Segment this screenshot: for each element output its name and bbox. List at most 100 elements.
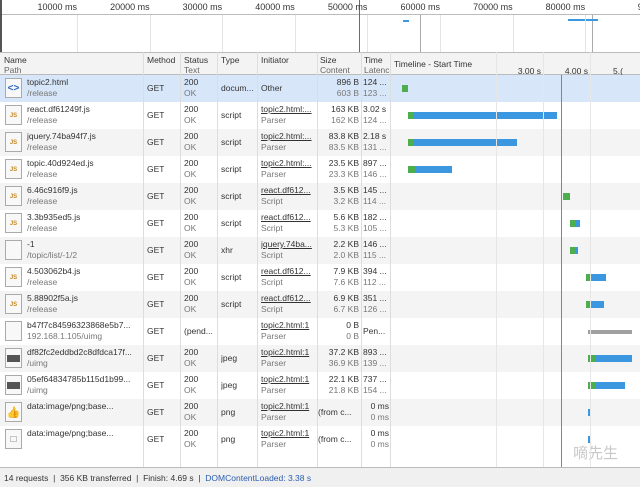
- file-js-icon: JS: [5, 267, 22, 287]
- request-content-size: 23.3 KB: [328, 169, 359, 179]
- request-content-size: 162 KB: [331, 115, 359, 125]
- request-initiator-type: Script: [261, 223, 283, 233]
- table-row[interactable]: b47f7c84596323868e5b7... 192.168.1.105/ui…: [0, 318, 640, 345]
- request-status-text: OK: [184, 304, 197, 314]
- request-initiator-type: Parser: [261, 439, 287, 449]
- table-row[interactable]: JS 4.503062b4.js/release GET 200 OK scrip…: [0, 264, 640, 291]
- timeline-bar[interactable]: [570, 247, 579, 254]
- request-latency: 0 ms: [370, 439, 389, 449]
- request-initiator[interactable]: topic2.html:...: [261, 158, 312, 168]
- request-initiator[interactable]: topic2.html:...: [261, 104, 312, 114]
- header-label: Method: [147, 55, 176, 65]
- request-type: png: [221, 434, 236, 444]
- waiting-segment: [586, 301, 593, 308]
- header-sublabel: Path: [4, 65, 22, 75]
- file-js-icon: JS: [5, 132, 22, 152]
- timeline-bar[interactable]: [402, 85, 408, 92]
- timeline-bar[interactable]: [408, 166, 452, 173]
- timeline-bar[interactable]: [588, 382, 625, 389]
- request-name: jquery.74ba94f7.js: [27, 131, 96, 141]
- timeline-bar[interactable]: [586, 274, 606, 281]
- table-row[interactable]: JS 6.46c916f9.js/release GET 200 OK scrip…: [0, 183, 640, 210]
- request-initiator: Other: [261, 83, 283, 93]
- overview-requests: [568, 19, 598, 21]
- table-row[interactable]: JS 3.3b935ed5.js/release GET 200 OK scrip…: [0, 210, 640, 237]
- request-initiator[interactable]: react.df612...: [261, 293, 311, 303]
- request-latency: 124 ...: [363, 115, 387, 125]
- request-initiator[interactable]: react.df612...: [261, 212, 311, 222]
- header-label: Status: [184, 55, 209, 65]
- waiting-segment: [588, 382, 596, 389]
- request-type: script: [221, 272, 242, 282]
- request-status-text: OK: [184, 223, 197, 233]
- table-row[interactable]: □ data:image/png;base... GET 200 OK png t…: [0, 426, 640, 453]
- table-row[interactable]: JS topic.40d924ed.js/release GET 200 OK s…: [0, 156, 640, 183]
- request-status: 200: [184, 347, 199, 357]
- request-method: GET: [147, 326, 165, 336]
- overview-gridline: [367, 15, 369, 52]
- request-initiator[interactable]: topic2.html:1: [261, 401, 310, 411]
- timeline-bar[interactable]: [588, 409, 591, 416]
- waiting-segment: [408, 112, 414, 119]
- request-initiator[interactable]: topic2.html:1: [261, 320, 310, 330]
- request-status: 200: [184, 185, 199, 195]
- request-latency: 154 ...: [363, 385, 387, 395]
- column-divider: [180, 52, 181, 467]
- timeline-bar[interactable]: [563, 193, 571, 200]
- request-method: GET: [147, 110, 165, 120]
- request-size: 163 KB: [331, 104, 359, 114]
- summary-text: 14 requests | 356 KB transferred | Finis…: [4, 473, 206, 483]
- table-row[interactable]: JS jquery.74ba94f7.js/release GET 200 OK …: [0, 129, 640, 156]
- request-status-text: OK: [184, 358, 197, 368]
- request-method: GET: [147, 245, 165, 255]
- timeline-bar[interactable]: [408, 139, 517, 146]
- request-time: 0 ms: [370, 401, 389, 411]
- request-name: data:image/png;base...: [27, 428, 114, 438]
- table-row[interactable]: <> topic2.html/release GET 200 OK docum..…: [0, 75, 640, 102]
- column-header-type[interactable]: Type: [221, 55, 239, 65]
- overview-tick: 20000 ms: [110, 2, 150, 12]
- column-header-time[interactable]: Time Latenc: [364, 55, 390, 75]
- request-status-text: OK: [184, 250, 197, 260]
- request-path: /topic/list/-1/2: [27, 250, 78, 260]
- column-header-timeline[interactable]: Timeline - Start Time: [394, 59, 472, 69]
- request-initiator[interactable]: topic2.html:1: [261, 428, 310, 438]
- column-header-size[interactable]: Size Content: [320, 55, 350, 75]
- timeline-bar[interactable]: [588, 328, 633, 335]
- request-initiator[interactable]: topic2.html:...: [261, 131, 312, 141]
- table-row[interactable]: JS react.df61249f.js/release GET 200 OK s…: [0, 102, 640, 129]
- timeline-bar[interactable]: [586, 301, 605, 308]
- table-row[interactable]: df82fc2eddbd2c8dfdca17f.../uimg GET 200 O…: [0, 345, 640, 372]
- waiting-segment: [408, 139, 415, 146]
- request-time: 2.18 s: [363, 131, 387, 141]
- table-row[interactable]: -1/topic/list/-1/2 GET 200 OK xhr jquery.…: [0, 237, 640, 264]
- request-path: /release: [27, 169, 58, 179]
- request-method: GET: [147, 191, 165, 201]
- file-js-icon: JS: [5, 213, 22, 233]
- column-header-status[interactable]: Status Text: [184, 55, 208, 75]
- column-header-name[interactable]: Name Path: [4, 55, 27, 75]
- column-header-method[interactable]: Method: [147, 55, 175, 65]
- request-initiator[interactable]: jquery.74ba...: [261, 239, 312, 249]
- request-status-text: OK: [184, 88, 197, 98]
- request-initiator[interactable]: react.df612...: [261, 266, 311, 276]
- table-row[interactable]: JS 5.88902f5a.js/release GET 200 OK scrip…: [0, 291, 640, 318]
- timeline-bar[interactable]: [588, 355, 633, 362]
- request-content-size: 6.7 KB: [333, 304, 359, 314]
- timeline-bar[interactable]: [588, 436, 591, 443]
- column-header-initiator[interactable]: Initiator: [261, 55, 289, 65]
- request-name: topic2.html: [27, 77, 69, 87]
- request-initiator[interactable]: topic2.html:1: [261, 347, 310, 357]
- table-row[interactable]: 05ef64834785b115d1b99.../uimg GET 200 OK …: [0, 372, 640, 399]
- column-divider: [257, 52, 258, 467]
- table-row[interactable]: 👍 data:image/png;base... GET 200 OK png t…: [0, 399, 640, 426]
- timeline-bar[interactable]: [570, 220, 581, 227]
- header-sublabel: Content: [320, 65, 350, 75]
- timeline-bar[interactable]: [408, 112, 558, 119]
- column-divider: [390, 52, 391, 467]
- request-initiator[interactable]: react.df612...: [261, 185, 311, 195]
- request-type: script: [221, 299, 242, 309]
- request-initiator[interactable]: topic2.html:1: [261, 374, 310, 384]
- request-initiator-type: Script: [261, 250, 283, 260]
- overview-timeline[interactable]: 10000 ms 20000 ms 30000 ms 40000 ms 50000 ms…: [0, 0, 640, 52]
